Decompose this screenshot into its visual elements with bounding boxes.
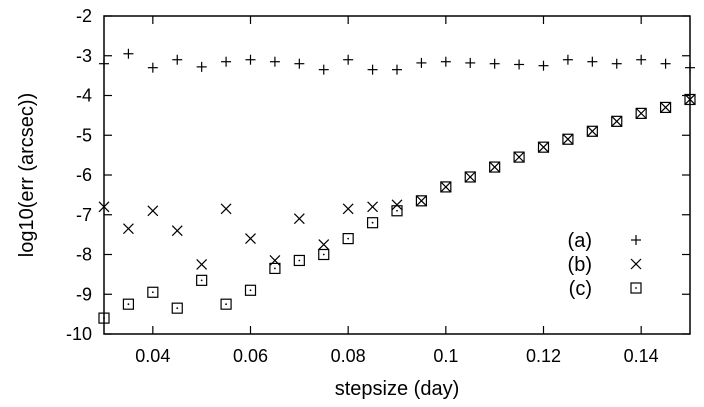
y-tick-label: -7: [76, 205, 92, 225]
data-point: [440, 56, 451, 67]
data-point: [269, 262, 281, 275]
data-point: [611, 115, 623, 127]
data-point: [147, 286, 159, 298]
data-point: [464, 171, 476, 183]
data-point: [221, 56, 232, 67]
data-point: [416, 57, 427, 68]
data-point: [562, 54, 573, 65]
data-point: [514, 59, 525, 70]
data-point: [489, 58, 500, 69]
y-tick-label: -2: [76, 6, 92, 26]
data-point: [122, 298, 135, 310]
x-tick-label: 0.12: [526, 346, 561, 366]
data-point: [196, 259, 208, 270]
data-point: [611, 58, 622, 69]
legend-label: (a): [568, 230, 592, 252]
data-point: [172, 54, 183, 65]
y-axis-label: log10(err (arcsec)): [16, 93, 38, 257]
legend: (a)(b)(c): [568, 230, 642, 300]
x-tick-label: 0.04: [135, 346, 170, 366]
data-point: [366, 217, 379, 229]
data-point: [685, 62, 695, 73]
data-point: [147, 62, 158, 73]
data-point: [220, 203, 232, 215]
data-point: [660, 58, 671, 69]
data-point: [342, 203, 354, 215]
data-point: [391, 205, 403, 217]
data-point: [343, 54, 354, 65]
data-point: [659, 101, 672, 114]
tick-marks: [104, 15, 690, 335]
x-axis-label: stepsize (day): [335, 378, 460, 400]
data-point: [440, 181, 452, 193]
data-point: [318, 64, 329, 75]
x-tick-label: 0.14: [624, 346, 659, 366]
data-point: [171, 302, 183, 314]
data-point: [391, 199, 403, 211]
data-point: [123, 48, 134, 59]
data-point: [392, 64, 402, 75]
data-point: [220, 298, 232, 310]
y-tick-label: -4: [76, 86, 92, 106]
legend-marker: [631, 235, 641, 245]
data-point: [538, 60, 549, 71]
data-point: [294, 58, 305, 69]
data-point: [245, 54, 256, 65]
data-point: [513, 151, 525, 163]
data-point: [684, 93, 696, 106]
y-tick-label: -9: [76, 284, 92, 304]
y-tick-label: -6: [76, 165, 92, 185]
tick-labels: 0.04 0.06 0.08 0.1 0.12 0.14 -10 -9 -8 -7 -6 -5 -4 -3…: [66, 6, 659, 366]
data-point: [537, 141, 550, 153]
series-3: [98, 93, 696, 324]
legend-marker: [630, 258, 642, 270]
data-point: [122, 223, 134, 235]
y-tick-label: -8: [76, 245, 92, 265]
data-point: [98, 312, 110, 324]
y-tick-label: -10: [66, 324, 92, 344]
data-point: [318, 239, 330, 250]
data-point: [586, 125, 598, 137]
x-tick-label: 0.1: [433, 346, 458, 366]
plot-frame: [103, 15, 691, 335]
data-point: [293, 254, 305, 267]
data-point: [562, 133, 574, 145]
data-point: [245, 233, 256, 245]
data-point: [269, 56, 280, 67]
data-point: [99, 58, 109, 69]
data-point: [342, 233, 354, 245]
data-point: [636, 54, 647, 65]
data-point: [244, 284, 257, 296]
data-point: [196, 61, 207, 72]
data-point: [367, 64, 378, 75]
y-tick-label: -3: [76, 46, 92, 66]
data-point: [196, 274, 208, 286]
legend-marker: [630, 282, 642, 294]
legend-label: (b): [568, 254, 592, 276]
data-point: [489, 161, 501, 173]
series-1: [99, 48, 695, 75]
x-tick-label: 0.06: [233, 346, 268, 366]
legend-label: (c): [569, 278, 592, 300]
data-point: [465, 57, 476, 68]
data-point: [147, 205, 159, 217]
data-point: [171, 225, 183, 237]
series-2: [98, 94, 696, 270]
data-point: [367, 201, 379, 213]
data-point: [587, 56, 598, 67]
data-point: [318, 248, 330, 261]
data-point: [98, 201, 110, 213]
data-point: [293, 213, 305, 225]
data-point: [415, 195, 428, 207]
series-layer: [98, 48, 696, 324]
x-tick-label: 0.08: [331, 346, 366, 366]
y-tick-label: -5: [76, 125, 92, 145]
data-point: [635, 107, 647, 119]
